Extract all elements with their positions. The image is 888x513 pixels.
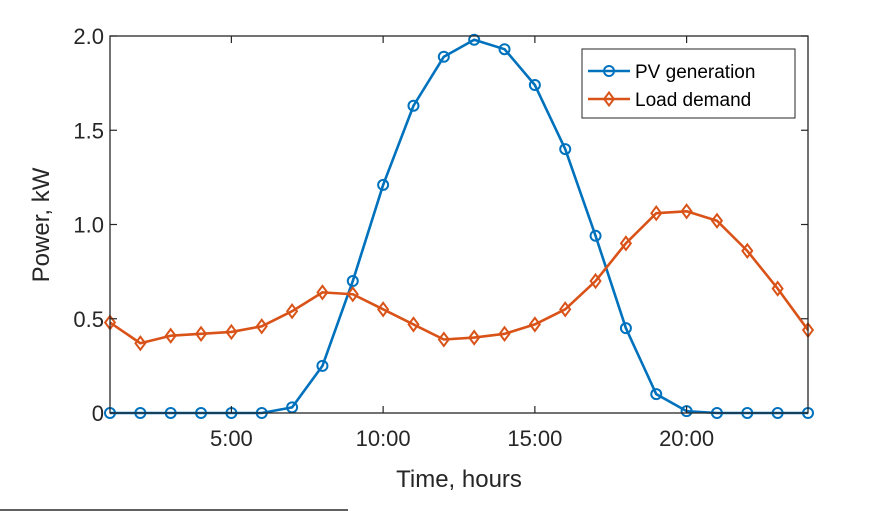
data-point [407,316,420,333]
x-tick-label: 20:00 [659,426,714,451]
y-tick-label: 1.5 [73,118,104,143]
data-point [589,272,602,290]
data-point [650,205,663,222]
y-tick-label: 0 [92,401,104,426]
legend-box [581,48,796,119]
data-point [346,286,359,303]
data-point [710,212,724,229]
data-point [468,329,481,346]
data-point [650,388,663,401]
ticks-layer: 5:00 10:00 15:00 20:00 0 0.5 1.0 1.5 2.0 [73,24,808,451]
data-point [559,301,572,318]
data-point [498,43,511,56]
data-point [559,143,572,156]
data-point [377,178,390,191]
legend-marker [602,90,616,108]
y-axis-label: Power, kW [28,167,55,282]
data-point [680,203,693,220]
data-point [619,322,632,335]
data-point [741,242,754,260]
data-point [255,318,268,335]
data-point [285,303,299,320]
legend-label: PV generation [635,62,755,83]
x-tick-label: 15:00 [507,426,562,451]
data-point [316,284,329,301]
data-point [316,359,329,372]
data-point [528,79,541,92]
series-load-demand [103,203,815,352]
data-point [468,33,481,46]
series-layer [103,33,815,419]
legend-marker [603,65,615,77]
data-point [619,235,633,252]
legend-entry: Load demand [588,90,751,111]
y-tick-label: 2.0 [73,24,104,49]
data-point [134,335,147,352]
data-point [194,325,208,342]
legend-entries: PV generation Load demand [588,62,755,111]
data-point [498,325,511,342]
data-point [164,327,177,344]
data-point [589,229,602,242]
y-tick-label: 1.0 [73,213,104,238]
y-tick-label: 0.5 [73,307,104,332]
legend-label: Load demand [635,90,751,111]
data-point [407,99,420,112]
data-point [437,331,450,348]
x-axis-label: Time, hours [396,466,522,493]
legend: PV generation Load demand [581,48,796,119]
x-tick-label: 10:00 [356,426,411,451]
data-point [225,323,238,341]
data-point [528,316,541,333]
legend-entry: PV generation [588,62,755,83]
data-point [286,401,299,414]
data-point [346,275,359,288]
data-point [377,301,390,318]
data-point [771,280,784,297]
data-point [437,50,450,63]
x-tick-label: 5:00 [210,426,253,451]
series-line [109,210,810,345]
